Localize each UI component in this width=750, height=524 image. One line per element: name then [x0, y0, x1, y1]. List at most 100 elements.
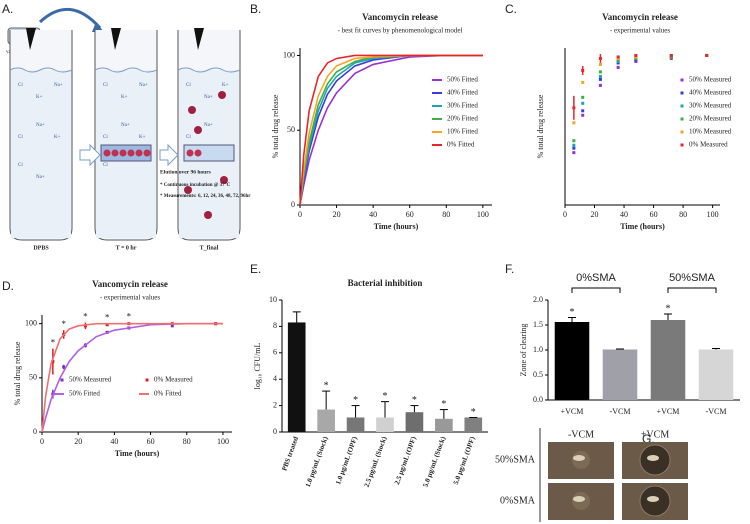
x-tick-label: +VCM — [657, 407, 680, 416]
legend-label: 0% Fitted — [154, 390, 182, 398]
ion: Cl — [186, 135, 191, 140]
point — [572, 151, 576, 155]
legend-label: 0% Fitted — [447, 141, 475, 149]
liquid-surface — [94, 67, 158, 73]
x-tick-label: -VCM — [706, 407, 727, 416]
point — [170, 324, 174, 328]
point — [83, 324, 87, 328]
point — [634, 53, 638, 57]
significance: * — [83, 312, 88, 322]
y-tick-label: 50 — [287, 125, 295, 134]
ion: Cl — [18, 163, 23, 168]
hydrogel-piece — [573, 455, 585, 461]
bar — [317, 409, 335, 432]
panel-label: E. — [250, 262, 261, 276]
ion: K+ — [121, 95, 128, 100]
significance: * — [666, 303, 671, 314]
point — [51, 360, 55, 364]
x-tick-label: 1.0 µg/mL (Stock) — [304, 435, 330, 488]
ion: Cl — [103, 163, 108, 168]
chart: Bacterial inhibition log₁₀ CFU/mL 0 2 4 6 8 10 P… — [253, 278, 488, 488]
x-tick-label: 2.5 µg/mL (OPF) — [393, 435, 418, 486]
tube-label: T = 0 hr — [116, 245, 137, 251]
drug — [111, 149, 119, 157]
bar — [698, 349, 734, 400]
x-tick-label: 5.0 µg/mL (Stock) — [422, 435, 448, 488]
gel — [183, 144, 235, 162]
x-tick-label: +VCM — [561, 407, 584, 416]
y-tick-label: 10 — [269, 295, 277, 304]
point — [572, 143, 576, 147]
ion: Na+ — [204, 95, 213, 100]
ion: K+ — [139, 135, 146, 140]
note: * Measurements: 6, 12, 24, 36, 48, 72, 9… — [160, 194, 251, 199]
legend-swatch — [60, 378, 64, 382]
x-axis-label: Time (hours) — [115, 449, 160, 458]
chart-title: Bacterial inhibition — [348, 278, 423, 288]
x-tick-label: -VCM — [610, 407, 631, 416]
point — [572, 139, 576, 143]
panel-label: C. — [505, 2, 517, 16]
hydrogel-piece — [647, 496, 659, 502]
ion: Cl — [18, 135, 23, 140]
y-axis-label: % total drug release — [13, 341, 22, 405]
x-tick-label: 0 — [563, 210, 567, 219]
y-tick-label: 0 — [273, 427, 277, 436]
chart: Vancomycin release - best fit curves by p… — [271, 12, 492, 231]
panel-label: D. — [2, 279, 14, 293]
point — [598, 62, 602, 66]
row-header: 0%SMA — [500, 495, 536, 506]
drug — [194, 149, 202, 157]
group-label: 0%SMA — [576, 272, 616, 284]
ion: Na+ — [36, 123, 45, 128]
x-tick-label: 5.0 µg/mL (OPF) — [452, 435, 477, 486]
group-label: 50%SMA — [669, 272, 716, 284]
ion: Cl — [18, 83, 23, 88]
x-tick-label: 60 — [650, 210, 658, 219]
ion: Na+ — [139, 83, 148, 88]
x-tick-label: 20 — [74, 437, 82, 446]
y-axis-label: % total drug release — [536, 94, 545, 158]
x-tick-label: 80 — [442, 210, 450, 219]
point — [669, 53, 673, 57]
x-tick-label: 60 — [406, 210, 414, 219]
legend-swatch — [680, 117, 684, 121]
legend-label: 30% Measured — [689, 102, 732, 110]
liquid-surface — [9, 67, 73, 73]
x-tick-label: 20 — [591, 210, 599, 219]
ion: Na+ — [121, 123, 130, 128]
point — [598, 77, 602, 81]
point — [581, 109, 585, 113]
point — [572, 121, 576, 125]
photos: -VCM +VCM 50%SMA 0%SMA — [495, 428, 688, 522]
significance: * — [570, 307, 575, 318]
y-tick-label: 2 — [273, 400, 277, 409]
hydrogel-piece — [647, 455, 659, 461]
y-tick-label: 100 — [25, 318, 37, 327]
legend-swatch — [680, 104, 684, 108]
liquid — [11, 70, 71, 238]
liquid-surface — [177, 67, 241, 73]
legend-label: 10% Measured — [689, 128, 732, 136]
x-tick-label: 40 — [620, 210, 628, 219]
point — [105, 323, 109, 327]
chart-subtitle: - experimental values — [100, 294, 161, 302]
x-tick-label: 80 — [183, 437, 191, 446]
significance: * — [127, 312, 132, 322]
drug — [194, 126, 202, 134]
x-tick-label: 0 — [298, 210, 302, 219]
bar — [287, 322, 306, 432]
point — [581, 113, 585, 117]
arrow — [38, 7, 102, 29]
legend-label: 50% Fitted — [447, 76, 478, 84]
y-tick-label: 50 — [29, 373, 37, 382]
y-tick-label: 8 — [273, 321, 277, 330]
point — [581, 95, 585, 99]
panel-label: B. — [250, 2, 261, 16]
tube-label: T_final — [200, 245, 219, 251]
arrow — [159, 143, 179, 167]
y-axis-label: % total drug release — [271, 94, 280, 158]
legend-label: 40% Measured — [689, 89, 732, 97]
x-tick-label: PBS treated — [280, 435, 300, 472]
drug — [186, 149, 194, 157]
